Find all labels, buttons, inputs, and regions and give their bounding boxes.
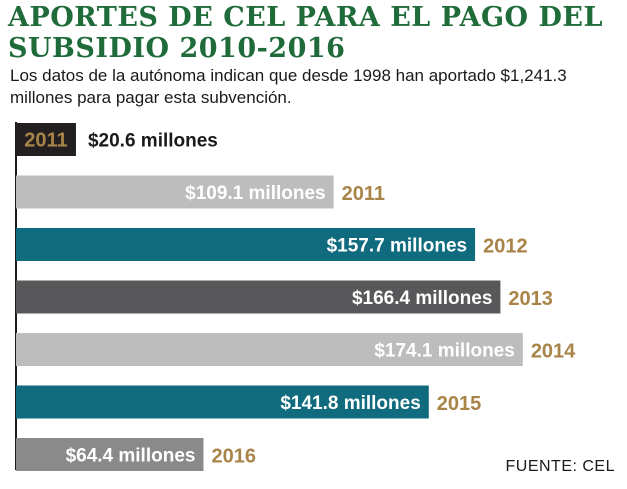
- value-label: $166.4 millones: [352, 288, 492, 309]
- value-label: $141.8 millones: [280, 393, 420, 414]
- year-label: 2012: [483, 236, 528, 258]
- bar-2013-3: [16, 280, 501, 314]
- value-label: $64.4 millones: [66, 446, 196, 467]
- value-label: $174.1 millones: [374, 341, 514, 362]
- bars-group: 2011 $20.6 millones $109.1 millones 2011 $15…: [16, 123, 576, 471]
- bar-2012-2: [16, 228, 476, 261]
- chart-subtitle: Los datos de la autónoma indican que des…: [10, 66, 567, 107]
- value-label: $109.1 millones: [185, 183, 325, 204]
- value-label: $20.6 millones: [88, 131, 218, 152]
- bar-2015-5: [16, 385, 429, 419]
- year-label: 2015: [437, 393, 482, 415]
- year-label: 2011: [24, 130, 67, 152]
- bar-2014-4: [16, 333, 523, 366]
- source-note: FUENTE: CEL: [505, 458, 615, 475]
- chart-title: APORTES DE CEL PARA EL PAGO DEL SUBSIDIO…: [8, 2, 603, 64]
- value-label: $157.7 millones: [327, 236, 467, 257]
- bar-2011-0: [16, 123, 76, 156]
- year-label: 2013: [508, 288, 553, 310]
- year-label: 2011: [342, 183, 385, 205]
- year-label: 2016: [211, 446, 256, 468]
- bar-2016-6: [16, 438, 204, 471]
- bar-2011-1: [16, 175, 334, 209]
- year-label: 2014: [531, 341, 576, 363]
